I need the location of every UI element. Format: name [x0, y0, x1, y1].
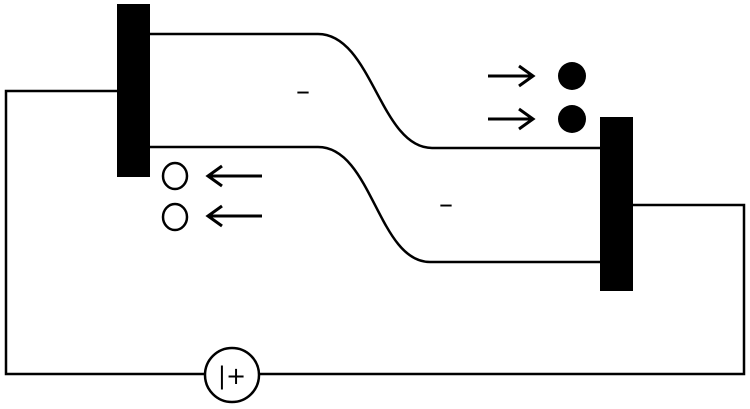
electron-2 — [558, 105, 586, 133]
hole-arrow-1 — [205, 164, 262, 188]
right-electrode — [600, 117, 633, 291]
voltage-source: |+ — [203, 346, 261, 404]
electron-1 — [558, 62, 586, 90]
hole-1 — [161, 161, 189, 191]
electron-arrow-2 — [488, 107, 536, 131]
lower-band-edge — [150, 145, 602, 264]
circuit-wire — [4, 89, 746, 376]
hole-arrow-2 — [205, 204, 262, 228]
hole-2 — [161, 202, 189, 232]
voltage-source-symbol: |+ — [218, 362, 246, 390]
region-left-sign: – — [296, 74, 310, 107]
left-electrode — [117, 4, 150, 177]
electron-arrow-1 — [488, 64, 536, 88]
region-right-sign: – — [439, 187, 453, 220]
upper-band-edge — [150, 32, 602, 150]
voltage-source-circle — [203, 346, 261, 404]
